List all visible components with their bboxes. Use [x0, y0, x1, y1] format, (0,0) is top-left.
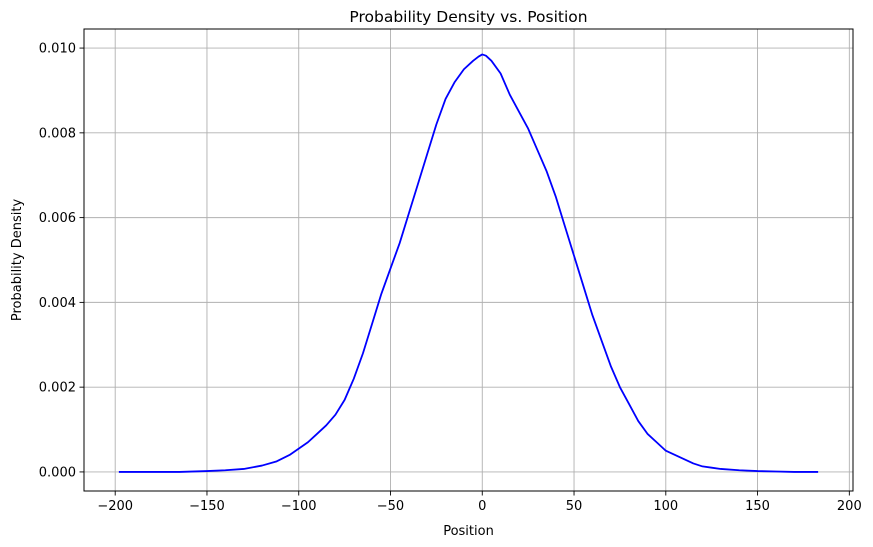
x-tick-label: 0: [478, 499, 486, 514]
x-tick-label: −200: [97, 499, 133, 514]
y-tick-label: 0.004: [39, 296, 76, 311]
x-tick-label: −150: [189, 499, 225, 514]
y-tick-label: 0.006: [39, 211, 76, 226]
x-tick-label: 100: [653, 499, 678, 514]
x-tick-label: −100: [281, 499, 317, 514]
x-axis-label: Position: [443, 524, 494, 539]
chart-title: Probability Density vs. Position: [349, 8, 587, 26]
y-tick-label: 0.010: [39, 42, 76, 57]
y-tick-label: 0.000: [39, 465, 76, 480]
x-tick-label: 200: [837, 499, 862, 514]
series-line: [118, 53, 819, 473]
x-tick-label: 150: [745, 499, 770, 514]
y-axis: 0.000 0.002 0.004 0.006 0.008 0.010: [39, 42, 84, 480]
grid: [84, 29, 853, 491]
plot-line-group: [118, 53, 819, 473]
y-axis-label: Probability Density: [10, 199, 25, 322]
x-tick-label: 50: [566, 499, 583, 514]
x-axis: −200 −150 −100 −50 0 50 100 150 200: [97, 491, 862, 514]
plot-frame: [83, 28, 854, 492]
x-tick-label: −50: [377, 499, 404, 514]
y-tick-label: 0.008: [39, 126, 76, 141]
y-tick-label: 0.002: [39, 381, 76, 396]
